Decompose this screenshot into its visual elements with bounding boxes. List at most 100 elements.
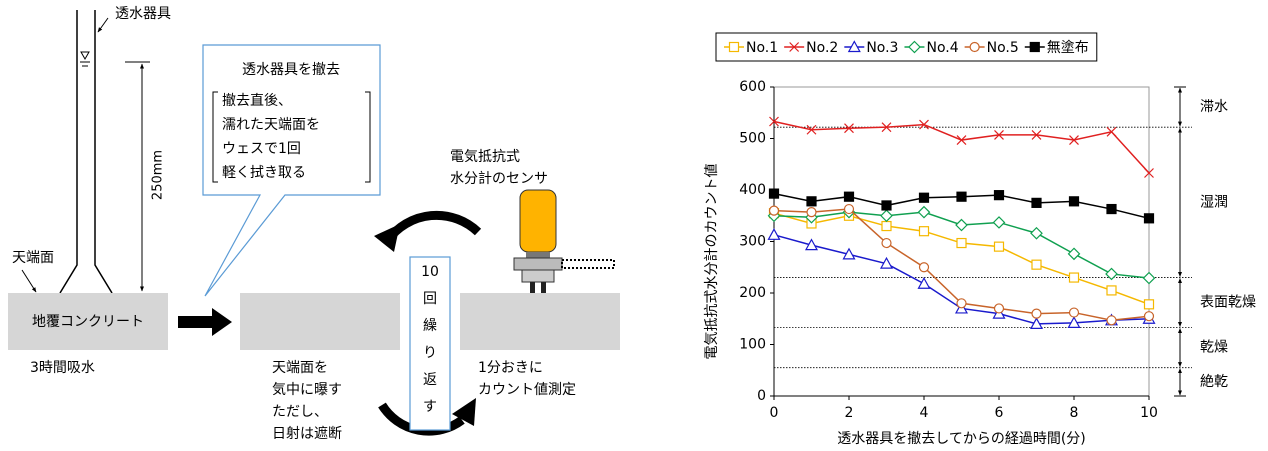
point [1067,247,1081,261]
brackets [212,91,371,183]
x-tick-label: 4 [920,405,929,421]
absorb-label: 3時間吸水 [30,360,95,376]
point [806,207,817,218]
x-axis-label: 透水器具を撤去してからの経過時間(分) [837,431,1086,447]
zone-label: 絶乾 [1200,374,1228,390]
sensor-pin [541,282,546,293]
point [880,209,893,223]
cycle-arrow-head [452,398,476,426]
sensor-cable [561,259,615,269]
point [992,216,1006,229]
point [768,188,780,199]
point [1144,168,1154,178]
y-tick-label: 0 [757,388,766,404]
text-line: 返 [423,372,437,388]
point [881,122,892,133]
pointer [21,269,37,293]
y-axis-label: 電気抵抗式水分計のカウント値 [704,164,720,360]
point [728,41,740,53]
point [879,256,894,269]
concrete-block [240,293,400,350]
point [844,123,854,134]
text-line: 軽く拭き取る [222,165,306,181]
point [993,303,1005,314]
x-tick-label: 8 [1070,405,1079,421]
cycle-arrow-head [374,224,400,252]
point [994,129,1004,140]
x-tick-label: 0 [770,405,779,421]
point [1105,267,1118,281]
legend: No.1 No.2 No.3 No.4 No.5 無塗布 [715,32,1098,62]
point [847,40,861,53]
point [1068,307,1080,318]
point [767,228,781,240]
series-line [773,120,1150,174]
point [1106,203,1117,215]
sensor [513,189,615,293]
point [1143,213,1155,224]
point [956,191,967,202]
text-line: ただし、 [272,404,328,420]
concrete-block [460,293,620,350]
process-arrow [178,308,232,336]
sensor-part [526,252,550,258]
zone-label: 乾燥 [1200,340,1228,356]
point [1031,197,1042,208]
point [789,42,800,52]
y-tick-label: 500 [739,131,766,147]
point [1030,226,1043,240]
legend-label: No.1 [746,40,778,56]
pipe [59,10,113,294]
point [993,190,1005,201]
y-tick-label: 600 [739,79,766,95]
point [1031,129,1042,140]
point [881,200,892,211]
legend-label: 無塗布 [1047,39,1089,56]
point [956,135,967,145]
point [804,238,819,251]
text-line: 日射は遮断 [272,426,342,442]
text-line: ウェスで1回 [222,141,301,157]
point [1106,126,1117,137]
point [1106,315,1117,326]
legend-label: No.3 [866,40,898,56]
text-line: 回 [423,291,437,307]
point [918,226,930,237]
point [843,203,855,215]
text-line: 撤去直後、 [222,92,292,109]
text-line: 天端面を [272,360,328,376]
text-line: 1分おきに [478,360,543,376]
point [1029,317,1044,329]
text-line: カウント値測定 [478,382,576,398]
text-line: 10 [421,264,439,280]
sensor-part [513,257,563,271]
point [993,241,1005,252]
point [919,119,929,130]
point [881,237,892,249]
point [969,41,980,53]
text-line: 繰 [423,318,437,334]
text-line: 水分計のセンサ [450,171,548,187]
point [1143,299,1155,310]
point [1068,272,1080,283]
water-level [80,51,90,67]
pointer [97,17,109,33]
point [843,191,855,202]
y-tick-label: 200 [739,285,766,301]
sensor-part [521,269,555,283]
diagram: 透水器具 250mm 天端面 地覆コンクリート 3時間吸水 透水器具を撤去 撤去… [8,6,620,442]
x-tick-label: 2 [845,405,854,421]
x-tick-label: 10 [1140,405,1158,421]
text-line: 濡れた天端面を [222,117,320,133]
point [1031,259,1042,270]
repeat-box [409,256,451,431]
point [1067,316,1081,328]
point [908,40,921,54]
callout [202,44,381,297]
point [918,192,930,203]
point [768,205,780,216]
legend-label: No.2 [806,40,838,56]
zone-label: 滞水 [1200,99,1228,115]
legend-label: No.4 [926,40,958,56]
